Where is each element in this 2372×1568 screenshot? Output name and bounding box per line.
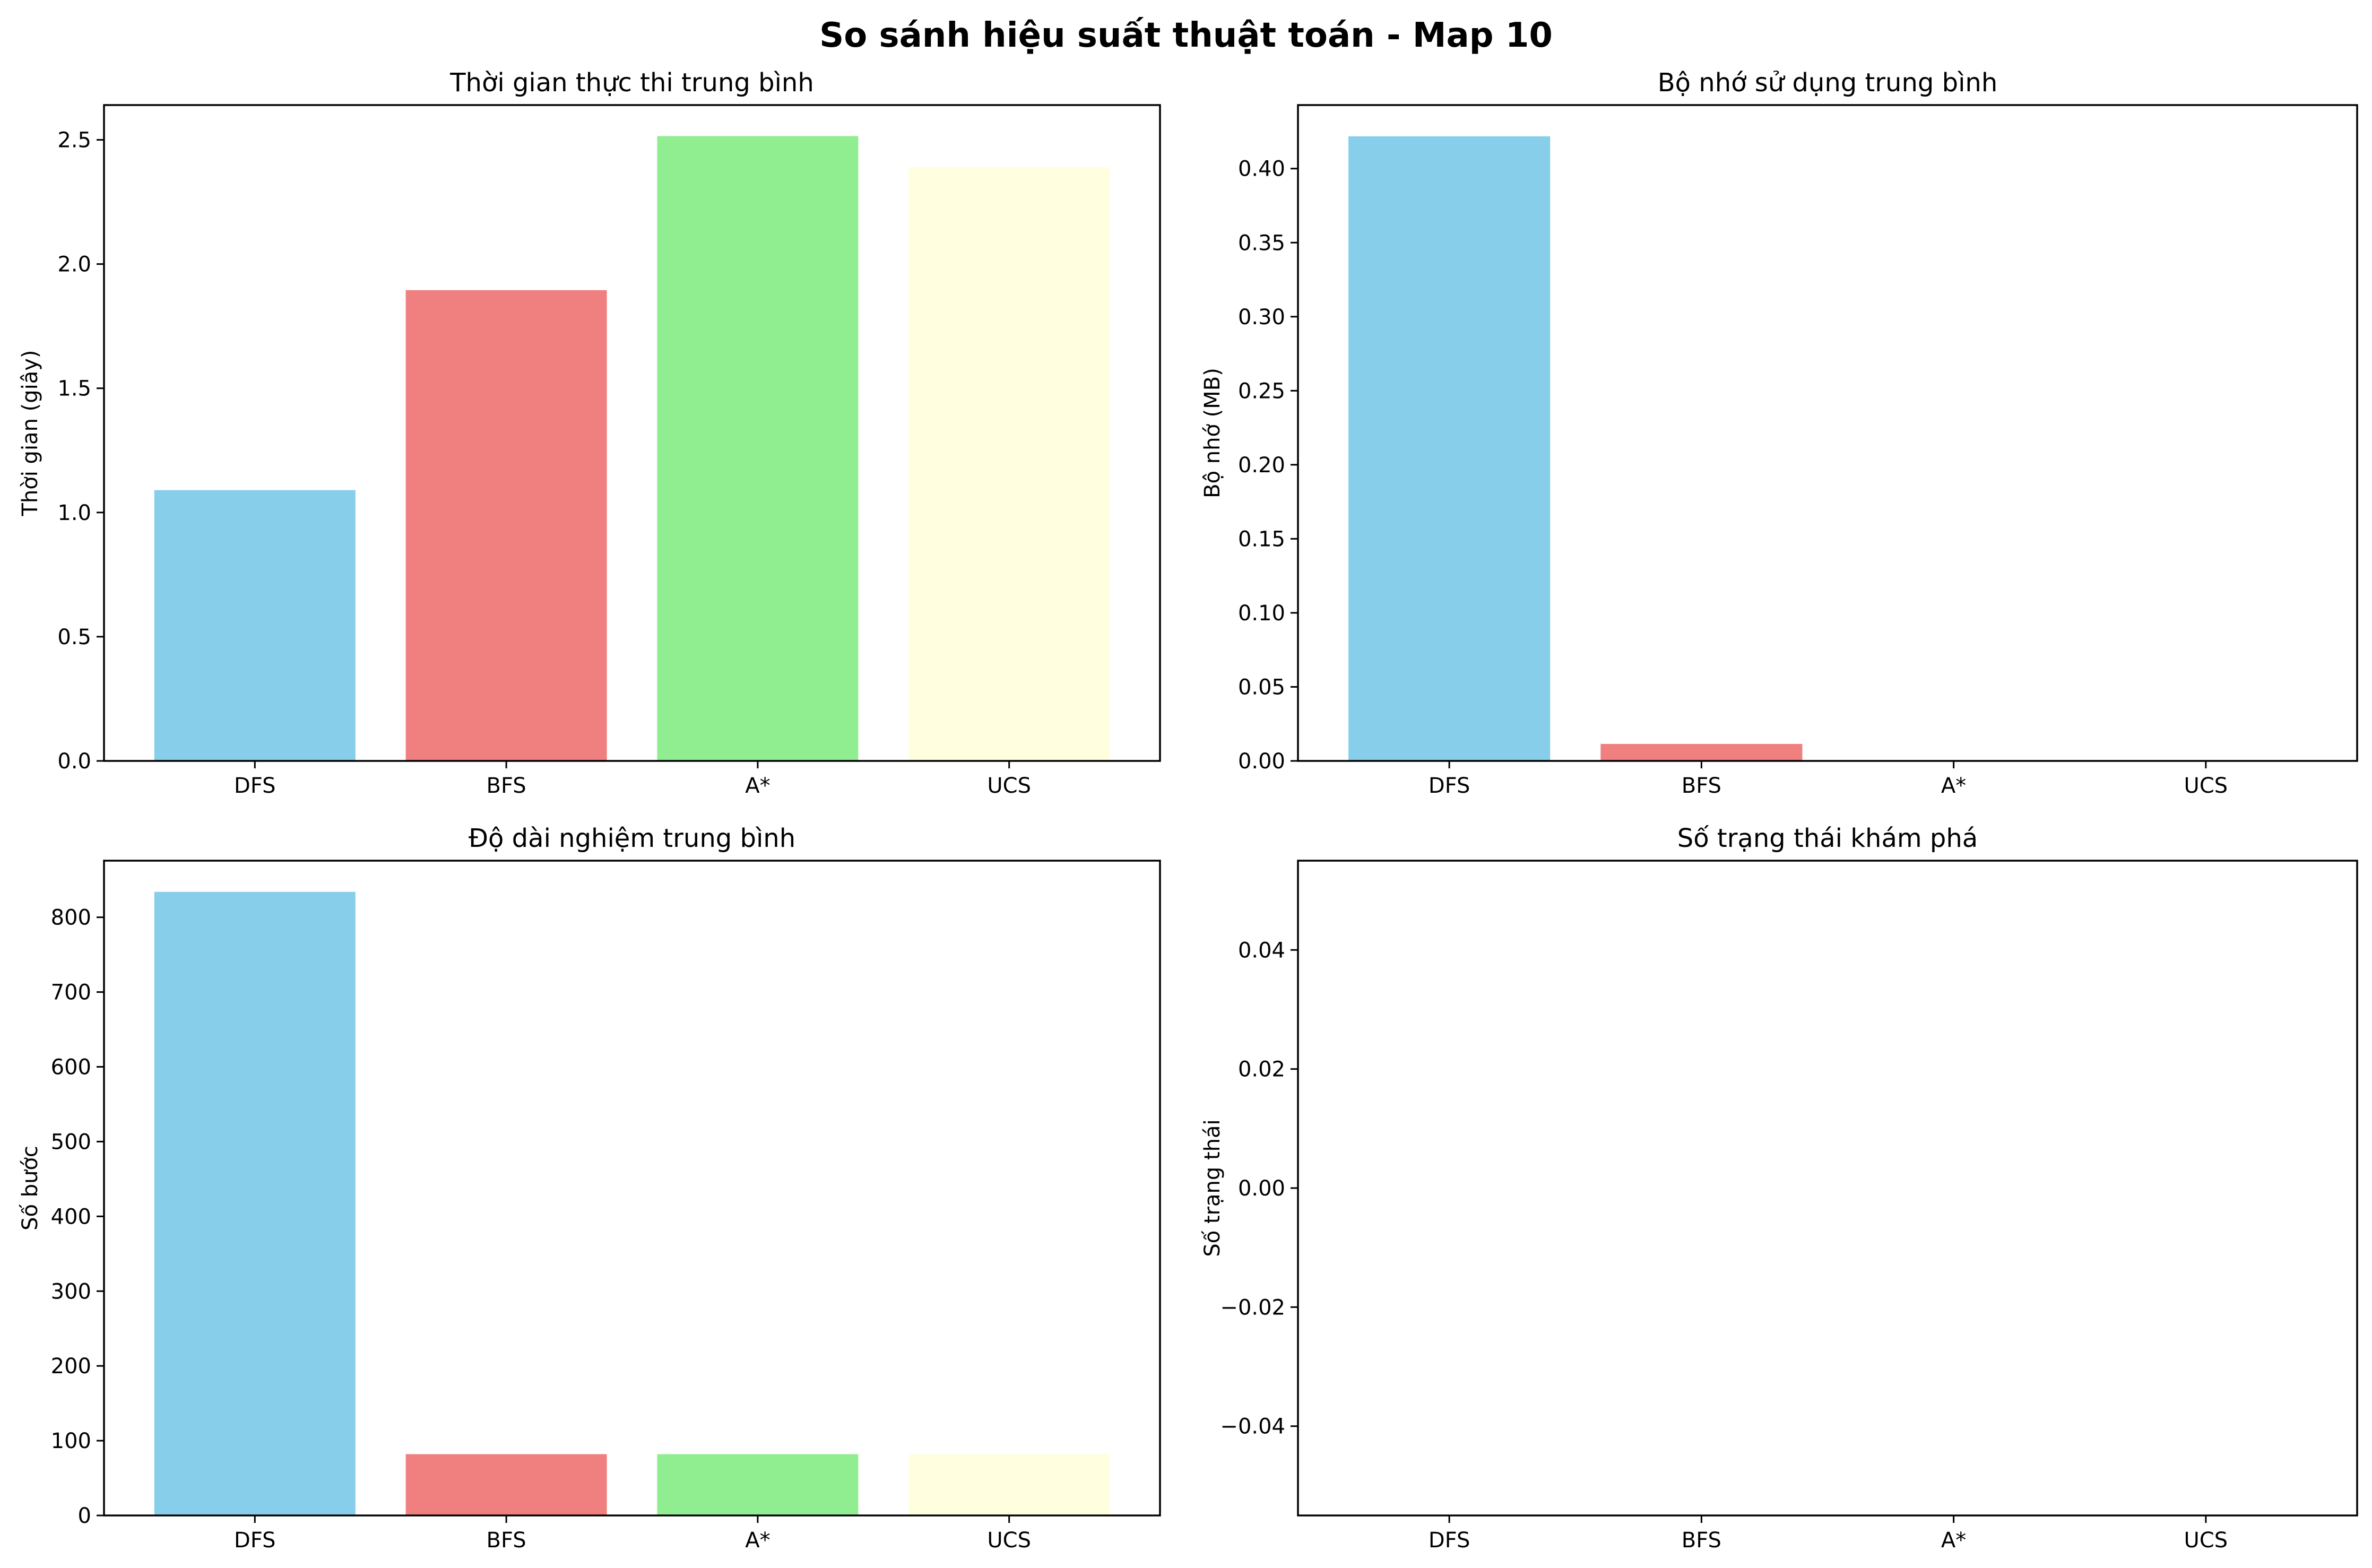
subplots-grid: DFS BFS A* UCS 0.0 0.5 1.0 1.5 2.0 2.5 Thời gian t… [18, 68, 2358, 1553]
y-tick-label: 0.0 [57, 749, 91, 774]
y-tick-label: 0.30 [1238, 305, 1285, 330]
y-axis-label: Số trạng thái [1200, 1119, 1225, 1257]
chart-memory-usage: DFS BFS A* UCS 0.00 0.05 0.10 0.15 0.20 0.25 0.30 0… [1200, 68, 2358, 798]
x-tick-label: UCS [2184, 774, 2228, 798]
y-tick-label: 0.00 [1238, 1176, 1285, 1201]
x-tick-label: BFS [1682, 1528, 1721, 1553]
x-tick-label: DFS [1429, 774, 1470, 798]
figure-title: So sánh hiệu suất thuật toán - Map 10 [819, 16, 1553, 55]
axes-title: Thời gian thực thi trung bình [449, 68, 814, 98]
x-tick-label: A* [745, 774, 770, 798]
y-tick-label: −0.02 [1220, 1295, 1285, 1320]
y-axis-label: Bộ nhớ (MB) [1200, 368, 1225, 498]
bar-execution-time-a-star [657, 136, 859, 761]
y-tick-label: 400 [51, 1205, 91, 1229]
bar-memory-usage-dfs [1348, 136, 1551, 761]
y-tick-label: 0.00 [1238, 749, 1285, 774]
axes-title: Độ dài nghiệm trung bình [469, 824, 795, 853]
axes-frame [103, 104, 1161, 762]
axes-frame [1297, 104, 2358, 762]
bar-solution-length-ucs [908, 1454, 1110, 1515]
bar-execution-time-ucs [908, 167, 1110, 761]
x-tick-label: DFS [234, 1528, 276, 1553]
y-tick-label: 0.15 [1238, 527, 1285, 551]
y-tick-label: 700 [51, 981, 91, 1005]
chart-explored-states: DFS BFS A* UCS −0.04 −0.02 0.00 0.02 0.04 Số trạn… [1200, 824, 2358, 1553]
x-tick-label: BFS [487, 774, 526, 798]
y-tick-label: 0.10 [1238, 601, 1285, 626]
y-tick-label: 100 [51, 1429, 91, 1453]
bar-execution-time-dfs [154, 490, 356, 761]
y-tick-label: −0.04 [1220, 1415, 1285, 1439]
y-axis-label: Số bước [18, 1146, 42, 1231]
y-tick-label: 0.04 [1238, 938, 1285, 963]
y-tick-label: 2.0 [57, 253, 91, 277]
bar-solution-length-bfs [405, 1454, 607, 1515]
y-tick-label: 2.5 [57, 128, 91, 153]
y-tick-label: 0.25 [1238, 379, 1285, 403]
chart-execution-time: DFS BFS A* UCS 0.0 0.5 1.0 1.5 2.0 2.5 Thời gian t… [18, 68, 1161, 798]
x-tick-label: A* [745, 1528, 770, 1553]
bar-execution-time-bfs [405, 290, 607, 761]
axes-title: Số trạng thái khám phá [1677, 824, 1978, 853]
x-tick-label: DFS [234, 774, 276, 798]
y-tick-label: 1.5 [57, 377, 91, 401]
y-tick-label: 300 [51, 1279, 91, 1304]
y-tick-label: 0.20 [1238, 453, 1285, 478]
y-tick-label: 500 [51, 1130, 91, 1154]
y-tick-label: 0.02 [1238, 1058, 1285, 1082]
y-tick-label: 0.40 [1238, 157, 1285, 181]
axes-frame [1297, 860, 2358, 1517]
y-tick-label: 1.0 [57, 501, 91, 525]
y-tick-label: 600 [51, 1055, 91, 1080]
x-tick-label: UCS [987, 774, 1031, 798]
x-tick-label: A* [1941, 774, 1966, 798]
x-tick-label: A* [1941, 1528, 1966, 1553]
y-tick-label: 200 [51, 1354, 91, 1379]
x-tick-label: DFS [1429, 1528, 1470, 1553]
bar-memory-usage-bfs [1600, 743, 1803, 761]
y-tick-label: 0.05 [1238, 675, 1285, 699]
axes-frame [103, 860, 1161, 1517]
bar-solution-length-dfs [154, 891, 356, 1515]
y-tick-label: 0.35 [1238, 231, 1285, 255]
chart-solution-length: DFS BFS A* UCS 0 100 200 300 400 500 600 700 800 Độ d… [18, 824, 1161, 1553]
x-tick-label: BFS [1682, 774, 1721, 798]
y-tick-label: 0 [78, 1504, 91, 1528]
y-tick-label: 800 [51, 906, 91, 930]
x-tick-label: UCS [987, 1528, 1031, 1553]
x-tick-label: UCS [2184, 1528, 2228, 1553]
y-tick-label: 0.5 [57, 625, 91, 649]
axes-title: Bộ nhớ sử dụng trung bình [1658, 68, 1998, 98]
x-tick-label: BFS [487, 1528, 526, 1553]
bar-solution-length-a-star [657, 1454, 859, 1515]
y-axis-label: Thời gian (giây) [18, 350, 42, 516]
